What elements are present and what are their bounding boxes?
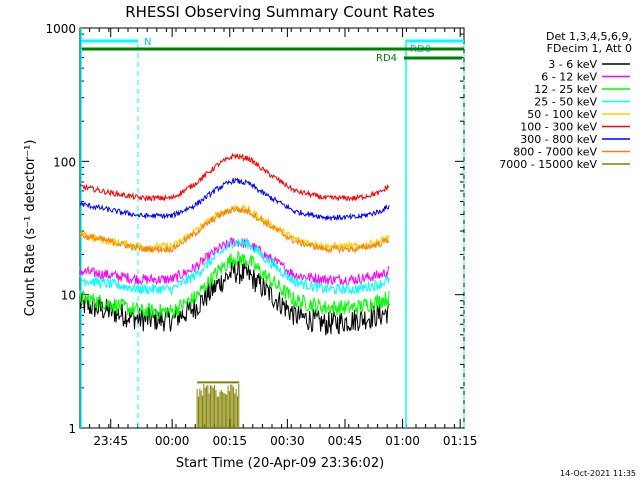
chart-title: RHESSI Observing Summary Count Rates (125, 3, 435, 21)
series-line-5 (79, 152, 390, 202)
x-tick-label: 00:30 (270, 434, 305, 448)
legend-entry-label: 6 - 12 keV (541, 71, 597, 84)
legend-entry-label: 25 - 50 keV (534, 96, 597, 109)
y-tick-label: 1 (68, 422, 76, 436)
legend-entry-label: 50 - 100 keV (527, 108, 597, 121)
legend: Det 1,3,4,5,6,9, FDecim 1, Att 0 3 - 6 k… (499, 30, 632, 171)
legend-entry-label: 800 - 7000 keV (513, 146, 597, 159)
legend-entry-label: 3 - 6 keV (548, 58, 597, 71)
y-axis-label: Count Rate (s⁻¹ detector⁻¹) (23, 140, 38, 317)
x-axis-label: Start Time (20-Apr-09 23:36:02) (176, 456, 384, 471)
series-line-2 (79, 250, 390, 320)
x-tick-label: 00:15 (212, 434, 247, 448)
legend-header-line-2: FDecim 1, Att 0 (547, 42, 632, 55)
legend-entry-label: 12 - 25 keV (534, 83, 597, 96)
y-axis-ticks: 1 10 100 1000 (45, 22, 464, 436)
series-line-7 (79, 205, 390, 255)
series-line-6 (79, 177, 390, 222)
legend-entry-label: 300 - 800 keV (520, 133, 597, 146)
x-axis-ticks: 23:45 00:00 00:15 00:30 00:45 01:00 01:15 (79, 28, 478, 448)
legend-header-line-1: Det 1,3,4,5,6,9, (546, 30, 632, 43)
x-tick-label: 23:45 (93, 434, 128, 448)
night-label: N (144, 37, 151, 48)
y-tick-label: 100 (53, 155, 76, 169)
y-tick-label: 10 (61, 289, 76, 303)
data-series (79, 152, 390, 336)
generation-timestamp: 14-Oct-2021 11:35 (560, 469, 636, 478)
series-line-0 (79, 260, 390, 336)
x-tick-label: 00:45 (328, 434, 363, 448)
series-line-3 (79, 237, 390, 296)
status-overlays: N RD0 RD4 (80, 28, 465, 428)
series-line-1 (79, 237, 390, 286)
rd4-label: RD4 (376, 53, 397, 64)
x-tick-label: 00:00 (155, 434, 190, 448)
series-line-4 (79, 203, 390, 253)
legend-entry-label: 100 - 300 keV (520, 121, 597, 134)
x-tick-label: 01:15 (443, 434, 478, 448)
legend-entry-label: 7000 - 15000 keV (499, 158, 597, 171)
y-tick-label: 1000 (45, 22, 76, 36)
high-energy-burst (196, 381, 240, 428)
x-tick-label: 01:00 (385, 434, 420, 448)
